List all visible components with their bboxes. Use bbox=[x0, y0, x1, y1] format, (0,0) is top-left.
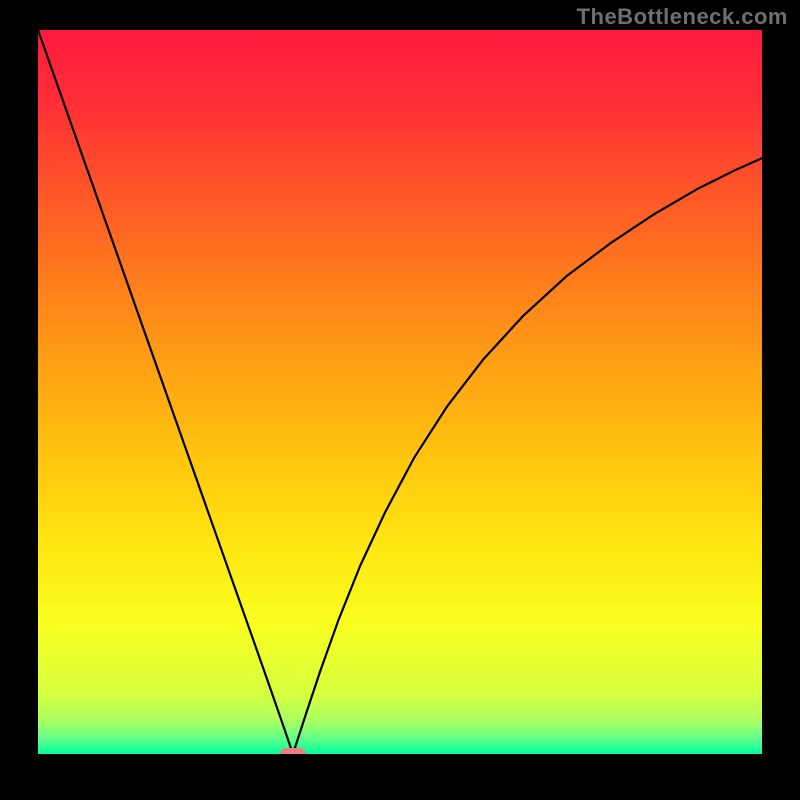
chart-container: TheBottleneck.com bbox=[0, 0, 800, 800]
optimum-marker bbox=[280, 748, 306, 754]
plot-frame bbox=[38, 30, 762, 754]
plot-svg bbox=[38, 30, 762, 754]
attribution-label: TheBottleneck.com bbox=[577, 4, 788, 30]
gradient-background bbox=[38, 30, 762, 754]
